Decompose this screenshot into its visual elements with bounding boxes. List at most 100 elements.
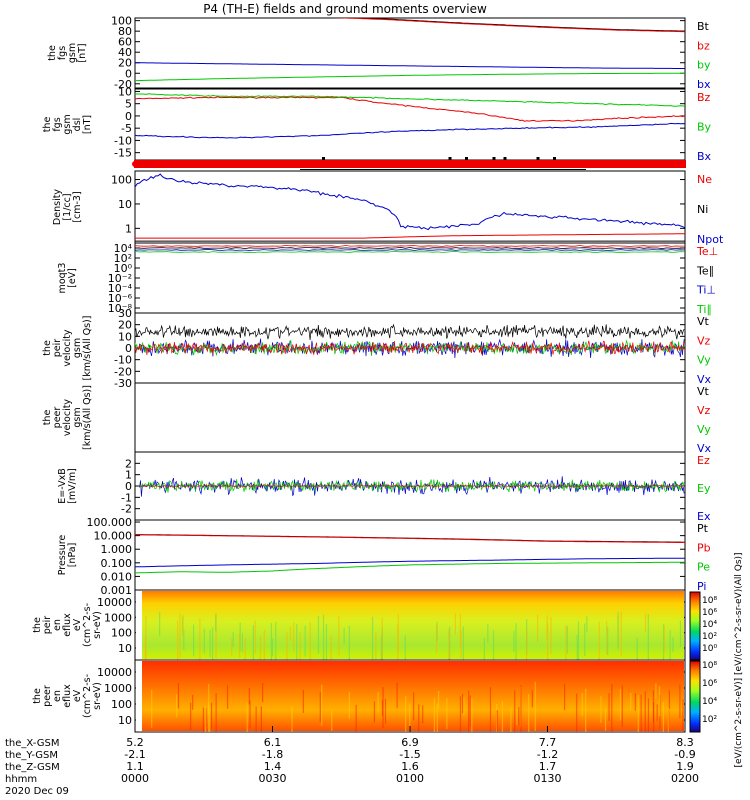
ytick-label-peir-en-eflux-3: 10 (118, 642, 132, 655)
series-group-e-vxb (139, 476, 685, 497)
spectrogram-streak-peer-en-eflux-12 (436, 703, 438, 732)
ylabel-peer-en-eflux-2: en (52, 690, 63, 702)
ytick-label-fgs-gsm-5: 0 (125, 67, 132, 80)
legend-moments-density-0: Ne (697, 173, 712, 186)
spectrogram-streak-peer-en-eflux-34 (262, 683, 264, 703)
spectrogram-streak-peer-en-eflux-27 (433, 697, 436, 732)
noise-peir-velocity-vt (135, 323, 685, 341)
legend-moments-temperature-0: Te⊥ (696, 245, 718, 258)
ylabel-peer-en-eflux-5: (cm^2-s- (82, 674, 93, 718)
ylabel-peer-en-eflux-0: the (32, 688, 43, 704)
colorbar-tick-3: 10² (702, 632, 717, 642)
spectrogram-streak-peer-en-eflux-80 (496, 710, 498, 732)
spectrogram-streak-peer-en-eflux-62 (384, 698, 387, 724)
noise-e-vxb-ey (139, 479, 685, 493)
ylabel-fgs-gsm-2: gsm (67, 43, 78, 63)
spectrogram-streak-peir-en-eflux-51 (550, 617, 552, 654)
spectrogram-streak-peir-en-eflux-13 (317, 615, 320, 654)
ylabel-peer-en-eflux-3: eflux (62, 684, 73, 708)
series-fgs-dsl-by (135, 93, 685, 107)
spectrogram-streak-peir-en-eflux-41 (241, 633, 244, 653)
series-group-pressure (135, 534, 685, 574)
ylabel-peir-velocity-1: peir (52, 339, 63, 358)
ylabel-pressure-0: Pressure (57, 535, 68, 576)
spectrogram-streak-peer-en-eflux-56 (405, 696, 407, 732)
series-group-moments-temperature (135, 245, 685, 253)
series-fgs-gsm-bx (135, 62, 685, 69)
spectrogram-streak-peer-en-eflux-30 (647, 698, 650, 732)
xtick-label-3-0: 7.7 (539, 736, 557, 749)
spectrogram-streak-peer-en-eflux-33 (208, 702, 210, 732)
ylabel-moments-temperature-1: [eV] (67, 268, 78, 288)
spectrogram-streak-peir-en-eflux-22 (620, 611, 622, 657)
time-row-label-2: the_Z-GSM (5, 762, 60, 773)
panel-frame-peer-velocity (134, 382, 686, 453)
spectrogram-streak-peir-en-eflux-3 (515, 623, 517, 660)
spectrogram-streak-peer-en-eflux-81 (658, 686, 661, 717)
series-pressure-pi (135, 557, 685, 568)
spectrogram-streak-peer-en-eflux-78 (520, 685, 522, 732)
ylabel-peir-velocity-2: velocity (62, 329, 73, 367)
series-pressure-pb (135, 534, 685, 543)
spectrogram-streak-peer-en-eflux-13 (355, 704, 357, 732)
time-row-label-0: the_X-GSM (5, 738, 59, 749)
ytick-label-e-vxb-0: 2 (125, 457, 132, 470)
spectrogram-streak-peer-en-eflux-40 (611, 684, 613, 732)
colorbar-tick-4: 10⁰ (702, 644, 717, 654)
ytick-label-e-vxb-2: 0 (125, 480, 132, 493)
legend-peir-velocity-3: Vx (697, 373, 712, 386)
legend-peer-velocity-2: Vy (697, 423, 711, 436)
spectrogram-streak-peir-en-eflux-37 (584, 623, 586, 657)
ytick-label-fgs-dsl-3: -5 (121, 122, 132, 135)
ylabel-fgs-dsl-3: dsl (72, 118, 83, 132)
xtick-label-0-2: 1.1 (126, 760, 144, 773)
spectrogram-streak-peer-en-eflux-28 (226, 685, 229, 709)
colorbar-label: [eV/(cm^2-s-sr-eV)] [eV/(cm^2-s-sr-eV)(A… (734, 552, 744, 767)
status-bar (132, 157, 686, 170)
spectrogram-streak-peir-en-eflux-9 (244, 637, 246, 660)
spectrogram-streak-peer-en-eflux-74 (637, 695, 639, 732)
spectrogram-streak-peir-en-eflux-34 (275, 621, 277, 660)
spectrogram-streak-peir-en-eflux-75 (348, 625, 350, 660)
ylabel-peer-velocity-0: the (42, 410, 53, 426)
ylabel-peir-velocity-0: the (42, 340, 53, 356)
spectrogram-streak-peir-en-eflux-21 (454, 613, 456, 635)
legend-fgs-dsl-1: By (697, 121, 712, 134)
spectrogram-streak-peer-en-eflux-50 (192, 694, 194, 710)
spectrogram-streak-peir-en-eflux-62 (330, 635, 332, 660)
colorbar-ion (689, 591, 701, 661)
spectrogram-streak-peer-en-eflux-10 (418, 704, 420, 732)
spectrogram-streak-peer-en-eflux-44 (176, 694, 178, 718)
spectrogram-streak-peir-en-eflux-8 (513, 630, 515, 652)
panel-peer-en-eflux: 10000 1000 100 10 the peer en eflux eV (cm^2-s-sr… (32, 659, 686, 733)
spectrogram-streak-peer-en-eflux-87 (600, 695, 602, 723)
ytick-label-fgs-gsm-6: -20 (114, 78, 132, 91)
spectrogram-streak-peir-en-eflux-38 (598, 621, 600, 660)
legend-moments-temperature-2: Ti⊥ (696, 284, 716, 297)
panel-frame-moments-temperature (134, 242, 686, 314)
spectrogram-streak-peer-en-eflux-35 (381, 700, 384, 716)
colorbar-electron (689, 660, 701, 733)
status-bar-fill (134, 160, 686, 168)
spectrogram-streak-peir-en-eflux-19 (577, 621, 580, 660)
ytick-label-moments-density-0: 100 (111, 174, 132, 187)
ylabel-moments-density-0: Density (52, 189, 63, 225)
series-group-fgs-gsm (135, 18, 685, 82)
colorbar-tick-5: 10⁸ (702, 661, 717, 671)
spectrogram-streak-peir-en-eflux-30 (487, 624, 489, 643)
series-group-peer-en-eflux (136, 661, 684, 732)
spectrogram-streak-peir-en-eflux-58 (371, 616, 374, 660)
xtick-label-1-0: 6.1 (264, 736, 282, 749)
chart-title: P4 (TH-E) fields and ground moments over… (203, 2, 487, 16)
legend-peir-velocity-1: Vz (697, 334, 711, 347)
xtick-label-3-1: -1.2 (537, 748, 558, 761)
spectrogram-streak-peer-en-eflux-73 (469, 695, 471, 727)
time-row-label-1: the_Y-GSM (5, 750, 58, 761)
spectrogram-streak-peir-en-eflux-36 (483, 638, 485, 660)
ylabel-peir-en-eflux-5: (cm^2-s- (82, 603, 93, 647)
spectrogram-streak-peir-en-eflux-55 (617, 612, 619, 648)
xtick-label-2-1: -1.5 (399, 748, 420, 761)
spectrogram-streak-peir-en-eflux-71 (338, 616, 340, 656)
